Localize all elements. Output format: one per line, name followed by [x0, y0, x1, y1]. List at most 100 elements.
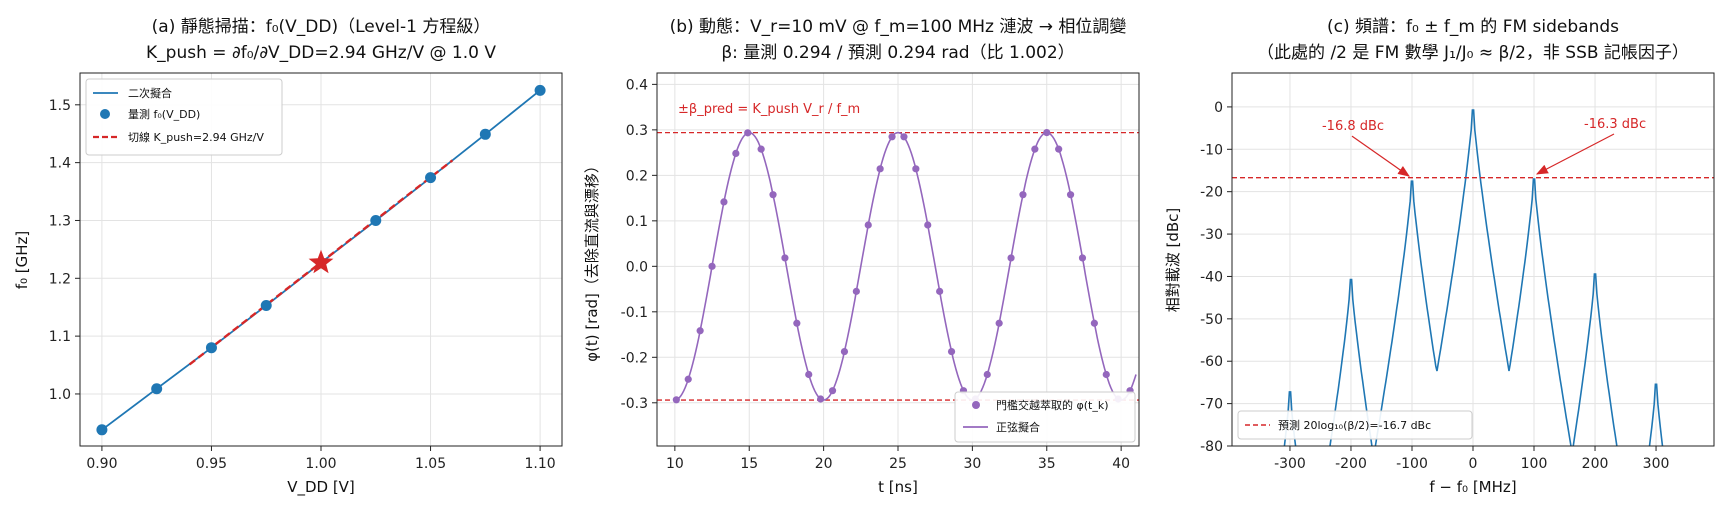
panel-b-legend: 門檻交越萃取的 φ(t_k) 正弦擬合 [954, 391, 1136, 443]
panel-c-ylabel: 相對載波 [dBc] [1164, 208, 1182, 313]
panel-b-ytick-label: 0.0 [626, 259, 648, 275]
panel-c: (c) 頻譜：f₀ ± f_m 的 FM sidebands （此處的 /2 是… [1164, 17, 1715, 496]
legend-measured-label: 量測 f₀(V_DD) [128, 107, 200, 121]
panel-b-ytick-label: 0.4 [626, 77, 648, 93]
phase-sample-point [708, 262, 716, 270]
panel-c-ticks: -300 -200 -100 0 100 200 300 0 -10 -20 -30 -40 -50 -6… [1200, 100, 1669, 472]
measured-point [96, 424, 108, 436]
sideband-level-arrow [1351, 135, 1410, 177]
legend-fit-label: 二次擬合 [128, 86, 172, 100]
phase-sample-point [852, 287, 860, 295]
panel-c-ytick-label: -40 [1200, 269, 1223, 285]
panel-a-plot [96, 84, 546, 436]
panel-b-xtick-label: 20 [815, 456, 833, 472]
panel-a-legend-box [85, 78, 283, 156]
panel-c-ytick-label: -20 [1200, 185, 1223, 201]
panel-b-xtick-label: 30 [963, 456, 981, 472]
panel-a-legend: 二次擬合 量測 f₀(V_DD) 切線 K_push=2.94 GHz/V [85, 78, 283, 156]
phase-sample-point [684, 375, 692, 383]
phase-sample-point [817, 395, 825, 403]
phase-sample-point [995, 319, 1003, 327]
panel-b-ytick-label: 0.2 [626, 168, 648, 184]
panel-a-title-line2: K_push = ∂f₀/∂V_DD=2.94 GHz/V @ 1.0 V [146, 43, 496, 63]
panel-a-xtick-label: 1.00 [305, 456, 336, 472]
panel-b-title-line1: (b) 動態：V_r=10 mV @ f_m=100 MHz 漣波 → 相位調變 [670, 17, 1127, 37]
measured-point [205, 342, 217, 354]
panel-c-ytick-label: -10 [1200, 142, 1223, 158]
panel-c-ytick-label: -70 [1200, 397, 1223, 413]
panel-c-title-line2: （此處的 /2 是 FM 數學 J₁/J₀ ≈ β/2，非 SSB 記帳因子） [1257, 43, 1689, 63]
panel-b-xtick-label: 10 [666, 456, 684, 472]
measured-point [534, 84, 546, 96]
phase-sample-point [744, 129, 752, 137]
phase-sample-point [1031, 145, 1039, 153]
legend-prediction-label: 預測 20log₁₀(β/2)=-16.7 dBc [1278, 418, 1431, 432]
phase-sample-point [720, 198, 728, 206]
phase-sample-point [672, 396, 680, 404]
panel-b-ytick-label: -0.1 [621, 305, 648, 321]
panel-b-xtick-label: 25 [889, 456, 907, 472]
phase-sample-point [983, 370, 991, 379]
phase-sample-point [1090, 319, 1098, 327]
phase-sample-point [732, 149, 740, 158]
phase-sample-point [864, 221, 872, 229]
measured-point [370, 214, 382, 226]
panel-b: (b) 動態：V_r=10 mV @ f_m=100 MHz 漣波 → 相位調變… [583, 17, 1140, 496]
sideband-level-label: -16.8 dBc [1322, 119, 1384, 134]
phase-sample-point [1055, 145, 1063, 153]
panel-c-xtick-label: 200 [1582, 456, 1609, 472]
phase-sample-point [696, 327, 704, 335]
panel-c-title-line1: (c) 頻譜：f₀ ± f_m 的 FM sidebands [1327, 17, 1619, 37]
panel-b-xtick-label: 35 [1038, 456, 1056, 472]
phase-sample-point [1019, 191, 1027, 199]
panel-c-ytick-label: -80 [1200, 439, 1223, 455]
panel-b-ytick-label: -0.2 [621, 350, 648, 366]
panel-b-beta-annotation: ±β_pred = K_push V_r / f_m [678, 102, 860, 117]
panel-b-ytick-label: 0.1 [626, 214, 648, 230]
panel-a-ytick-label: 1.4 [49, 156, 71, 172]
panel-c-xtick-label: 0 [1469, 456, 1478, 472]
phase-sample-point [947, 347, 956, 356]
panel-b-ticks: 10 15 20 25 30 35 40 -0.3 -0.2 -0.1 0.0 0.1 0.2 0.3 0.… [621, 77, 1130, 472]
panel-c-ytick-label: -30 [1200, 227, 1223, 243]
phase-sample-point [1007, 254, 1015, 262]
panel-a-ytick-label: 1.1 [49, 329, 71, 345]
panel-c-ytick-label: 0 [1214, 100, 1223, 116]
phase-sample-point [912, 165, 920, 173]
phase-sample-point [1043, 128, 1051, 137]
panel-b-xlabel: t [ns] [878, 478, 918, 496]
panel-b-grid [657, 73, 1139, 446]
phase-sample-point [805, 370, 813, 379]
panel-a-ytick-label: 1.2 [49, 271, 71, 287]
legend-measured-swatch [100, 109, 110, 119]
panel-a-ylabel: f₀ [GHz] [13, 231, 31, 290]
panel-c-ytick-label: -60 [1200, 354, 1223, 370]
panel-c-xtick-label: -200 [1335, 456, 1367, 472]
sideband-level-arrow [1535, 133, 1615, 175]
phase-sample-point [900, 133, 908, 141]
phase-sample-point [793, 319, 801, 327]
panel-c-legend-box [1237, 410, 1473, 440]
sideband-level-label: -16.3 dBc [1584, 117, 1646, 132]
panel-a-ytick-label: 1.5 [49, 98, 71, 114]
panel-c-xtick-label: -100 [1396, 456, 1428, 472]
legend-sine-fit-label: 正弦擬合 [996, 420, 1040, 434]
panel-c-xtick-label: 100 [1521, 456, 1548, 472]
panel-a-ytick-label: 1.0 [49, 387, 71, 403]
legend-phase-points-swatch [972, 401, 980, 409]
phase-sample-point [828, 387, 837, 395]
legend-phase-points-label: 門檻交越萃取的 φ(t_k) [996, 398, 1109, 412]
phase-sample-point [1066, 191, 1075, 199]
panel-b-ytick-label: -0.3 [621, 396, 648, 412]
panel-a-xtick-label: 1.10 [525, 456, 556, 472]
panel-a-ticks: 0.90 0.95 1.00 1.05 1.10 1.0 1.1 1.2 1.3 1.4 1.5 [49, 98, 556, 472]
phase-sample-point [840, 347, 849, 356]
panel-b-title-line2: β: 量測 0.294 / 預測 0.294 rad（比 1.002） [721, 43, 1074, 63]
panel-b-ytick-label: 0.3 [626, 123, 648, 139]
panel-c-xlabel: f − f₀ [MHz] [1429, 478, 1516, 496]
panel-c-ytick-label: -50 [1200, 312, 1223, 328]
panel-c-xtick-label: 300 [1643, 456, 1670, 472]
measured-point [260, 299, 272, 311]
phase-sample-point [876, 165, 884, 173]
